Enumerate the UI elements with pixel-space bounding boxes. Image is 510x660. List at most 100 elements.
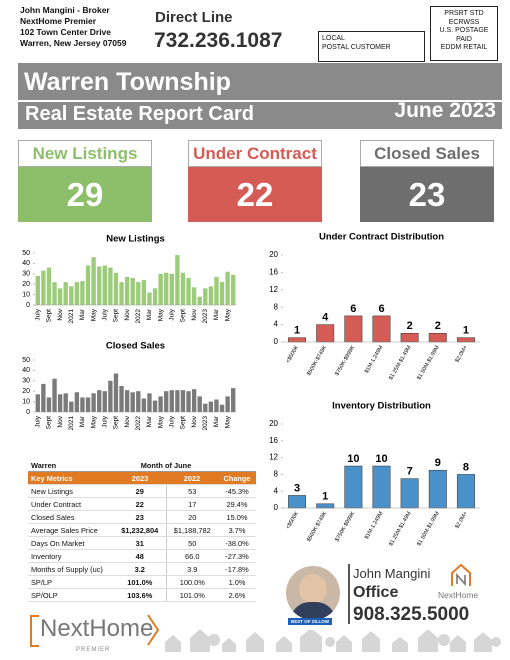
x-tick-label: $2.0M+: [454, 511, 468, 530]
bar: [141, 280, 147, 305]
data-label: 6: [350, 303, 356, 315]
y-tick-label: 50: [22, 357, 30, 364]
x-tick-label: $1.50M-$1.99M: [416, 510, 441, 547]
y-tick-label: 30: [22, 271, 30, 278]
y-tick-label: 12: [269, 285, 278, 294]
bar: [288, 337, 307, 343]
bar: [152, 400, 158, 412]
chart-title: Under Contract Distribution: [319, 232, 444, 243]
x-tick-label: Nov: [124, 415, 131, 427]
banner-title: Warren Township: [24, 68, 231, 96]
x-tick-label: $1.25M-$1.49M: [388, 510, 413, 547]
bar: [164, 272, 169, 305]
metrics-table: Warren Month of June Key Metrics 2023 2022 Ch…: [28, 459, 256, 602]
table: Warren Month of June Key Metrics 2023 2022 Ch…: [28, 459, 256, 602]
bar: [52, 378, 57, 412]
stat-card: Under Contract 22: [188, 140, 322, 222]
y-tick-label: 0: [274, 503, 279, 512]
x-tick-label: $2.0M+: [454, 345, 468, 364]
x-tick-label: Sept: [46, 309, 53, 323]
bar: [456, 474, 475, 509]
bar: [400, 478, 419, 509]
data-label: 7: [407, 466, 413, 478]
table-cell: 66.0: [165, 549, 218, 563]
bar: [456, 337, 475, 343]
x-tick-label: Sept: [113, 309, 120, 323]
stat-card-label: Closed Sales: [360, 140, 494, 167]
table-row: SP/OLP 103.6% 101.0% 2.6%: [28, 588, 256, 602]
bar: [203, 403, 208, 412]
y-tick-label: 10: [22, 398, 30, 405]
bar: [372, 315, 391, 343]
table-cell: 29: [114, 484, 166, 498]
bar: [231, 274, 236, 305]
bar: [35, 275, 40, 305]
bar: [119, 282, 124, 305]
y-tick-label: 30: [22, 378, 30, 385]
bar: [80, 281, 85, 305]
data-label: 4: [322, 312, 329, 324]
bar: [219, 282, 225, 305]
footer-sub: PREMIER: [76, 647, 111, 653]
x-tick-label: $1M-1.249M: [364, 344, 385, 374]
table-cell: 101.0%: [114, 575, 166, 589]
table-blank: [218, 459, 256, 472]
table-cell: 29.4%: [218, 497, 256, 511]
table-cell: Days On Market: [28, 536, 114, 550]
bar: [186, 277, 191, 305]
data-label: 1: [463, 325, 469, 337]
postage-line: ECRWSS: [448, 18, 480, 26]
table-cell: 23: [114, 510, 166, 524]
table-cell: 22: [114, 497, 166, 511]
table-cell: 3.9: [165, 562, 218, 576]
bar: [428, 333, 447, 343]
x-tick-label: Sept: [180, 416, 187, 430]
bar: [97, 390, 102, 412]
bar: [108, 267, 113, 305]
table-area: Warren: [28, 459, 114, 472]
bar: [152, 288, 158, 305]
x-tick-label: Nov: [124, 308, 131, 320]
table-row: Days On Market 31 50 -38.0%: [28, 536, 256, 550]
bar: [208, 401, 214, 412]
banner: Warren Township Real Estate Report Card …: [18, 63, 502, 129]
table-cell: -38.0%: [218, 536, 256, 550]
table-cell: 1.0%: [218, 575, 256, 589]
table-cell: 20: [165, 510, 218, 524]
bar: [180, 272, 186, 305]
bar: [158, 396, 163, 412]
x-tick-label: Mar: [213, 308, 220, 320]
x-tick-label: 2023: [202, 416, 209, 431]
agent-line: 102 Town Center Drive: [20, 27, 112, 37]
x-tick-label: 2023: [202, 309, 209, 324]
bar: [41, 383, 46, 412]
bar: [231, 388, 236, 412]
bar: [214, 276, 219, 305]
x-tick-label: Mar: [213, 415, 220, 427]
bar: [113, 373, 119, 412]
zillow-badge: BEST OF ZILLOW: [288, 618, 332, 625]
table-header: 2022: [166, 471, 218, 485]
bar: [180, 390, 186, 412]
bar: [191, 287, 197, 305]
recipient-box: LOCAL POSTAL CUSTOMER: [318, 31, 425, 62]
x-tick-label: 2022: [135, 416, 142, 431]
x-tick-label: Sept: [180, 309, 187, 323]
y-tick-label: 20: [269, 419, 278, 428]
bar: [288, 495, 307, 509]
stat-card-value: 23: [360, 167, 494, 222]
table-row: Inventory 48 66.0 -27.3%: [28, 549, 256, 563]
y-tick-label: 16: [269, 268, 278, 277]
x-tick-label: Mar: [146, 415, 153, 427]
table-cell: Under Contract: [28, 497, 114, 511]
table-cell: 53: [165, 484, 218, 498]
recipient-line: POSTAL CUSTOMER: [322, 43, 391, 51]
y-tick-label: 50: [22, 250, 30, 257]
x-tick-label: $500K-$749K: [306, 510, 328, 542]
bar: [372, 465, 391, 509]
banner-divider: [18, 100, 502, 102]
y-tick-label: 0: [26, 409, 30, 416]
x-tick-label: May: [90, 308, 97, 321]
table-cell: Inventory: [28, 549, 114, 563]
bar: [219, 404, 225, 412]
